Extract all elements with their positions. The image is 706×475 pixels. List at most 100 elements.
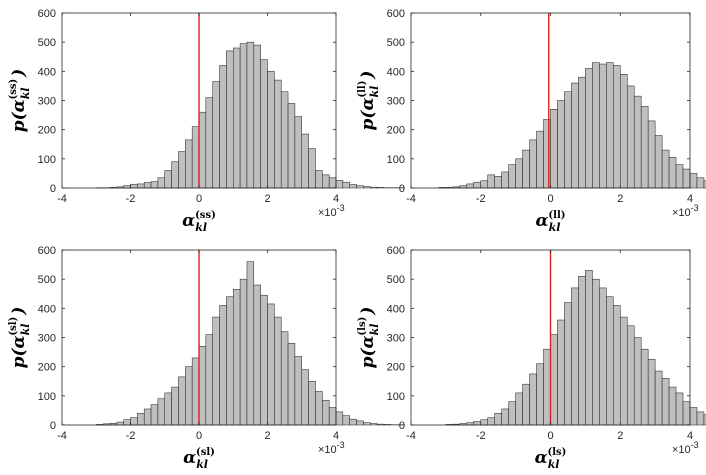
y-axis-label-sup: (ss) <box>8 79 19 100</box>
x-tick-label: -4 <box>57 193 67 205</box>
histogram-bar <box>599 63 607 189</box>
histogram-bar <box>315 170 323 189</box>
histogram-bar <box>301 133 309 189</box>
histogram-bar <box>668 157 677 189</box>
y-axis-label-sup: (sl) <box>8 317 19 336</box>
histogram-bar <box>501 408 509 426</box>
x-axis-label-sup: (ss) <box>195 210 216 221</box>
y-axis-label: p(αkl(ll)) <box>357 71 381 131</box>
histogram-bar <box>613 65 621 189</box>
histogram-bar <box>198 346 207 426</box>
x-exponent-power: -3 <box>691 203 699 213</box>
histogram-bar <box>557 100 565 189</box>
histogram-bar <box>123 419 131 426</box>
histogram-bar <box>185 139 193 189</box>
x-exponent-label: ×10-3 <box>318 203 345 219</box>
histogram-bar <box>260 294 268 426</box>
y-tick-label: 400 <box>387 66 405 78</box>
histogram-bar <box>640 106 649 189</box>
histogram-bar <box>557 319 565 426</box>
histogram-bar <box>143 408 152 426</box>
histogram-bar <box>571 82 579 189</box>
histogram-bar <box>564 302 572 426</box>
histogram-bar <box>137 413 145 426</box>
histogram-bar <box>342 415 350 426</box>
histogram-bar <box>647 120 656 189</box>
histogram-bar <box>689 173 698 189</box>
histogram-bar <box>592 62 600 189</box>
histogram-bar <box>654 370 663 426</box>
histogram-bar <box>376 187 385 189</box>
histogram-bar <box>675 164 684 189</box>
chart-panel-1: -4 -2 0 2 4 0 100 200 300 400 500 600 ×10-3 αkl(ss) p(… <box>8 8 405 234</box>
histogram-bar <box>260 59 268 189</box>
histogram-bar <box>550 334 558 426</box>
histogram-bar <box>370 423 378 426</box>
histogram-bar <box>335 411 344 426</box>
histogram-bar <box>647 359 656 426</box>
histogram-bar <box>356 185 364 189</box>
histogram-bar <box>349 418 357 426</box>
histogram-bar <box>315 391 323 426</box>
histogram-bar <box>592 278 600 426</box>
histogram-bar <box>116 421 124 426</box>
histogram-bar <box>515 392 523 426</box>
histogram-bar <box>522 149 530 189</box>
histogram-bar <box>219 65 227 189</box>
histogram-bar <box>322 399 330 426</box>
histogram-bar <box>342 181 350 189</box>
y-tick-label: 600 <box>387 245 405 257</box>
histogram-bar <box>606 296 614 426</box>
chart-panel-2: -4 -2 0 2 4 0 100 200 300 400 500 600 ×10-3 αkl(ll) p(… <box>357 8 706 234</box>
y-axis-label: p(αkl(sl)) <box>8 307 32 369</box>
histogram-bar <box>626 325 635 426</box>
y-tick-label: 0 <box>399 420 405 432</box>
histogram-bar <box>703 414 706 426</box>
histogram-bar <box>274 316 282 426</box>
histogram-bar <box>308 148 316 189</box>
histogram-bar <box>164 392 172 426</box>
histogram-bar <box>349 184 357 189</box>
y-tick-label: 0 <box>399 183 405 195</box>
histogram-bar <box>633 95 642 189</box>
histogram-bar <box>233 289 241 426</box>
histogram-bar <box>501 171 509 189</box>
histogram-bar <box>308 381 316 426</box>
x-tick-label: -2 <box>126 430 136 442</box>
y-tick-label: 300 <box>38 96 56 108</box>
histogram-bar <box>515 158 523 189</box>
y-tick-label: 100 <box>387 391 405 403</box>
histogram-bars <box>438 62 706 189</box>
histogram-bar <box>157 398 165 426</box>
histogram-bars <box>445 270 706 426</box>
histogram-bar <box>191 126 200 189</box>
y-tick-label: 500 <box>387 274 405 286</box>
y-tick-label: 300 <box>38 333 56 345</box>
x-tick-label: 4 <box>687 430 693 442</box>
x-tick-label: -4 <box>406 193 416 205</box>
histogram-bar <box>253 284 261 426</box>
histogram-bar <box>689 407 698 426</box>
y-axis-label-sup: (ls) <box>357 317 368 336</box>
histogram-bar <box>363 186 371 189</box>
histogram-bar <box>239 278 248 426</box>
x-tick-label: 0 <box>196 193 202 205</box>
histogram-bar <box>212 316 220 426</box>
histogram-bar <box>253 44 261 189</box>
histogram-bar <box>564 91 572 189</box>
histogram-bar <box>633 337 642 426</box>
y-tick-label: 300 <box>387 96 405 108</box>
histogram-bar <box>178 376 186 426</box>
histogram-bar <box>480 180 488 189</box>
x-tick-label: -2 <box>476 193 486 205</box>
histogram-bar <box>212 81 220 189</box>
histogram-bar <box>620 316 628 426</box>
histogram-bar <box>143 182 152 189</box>
y-tick-label: 400 <box>387 303 405 315</box>
histogram-bar <box>294 116 302 189</box>
histogram-bar <box>137 183 145 189</box>
x-axis-label-sup: (ll) <box>548 210 565 221</box>
histogram-bar <box>383 424 392 426</box>
x-tick-label: 0 <box>196 430 202 442</box>
histogram-bar <box>585 68 593 189</box>
